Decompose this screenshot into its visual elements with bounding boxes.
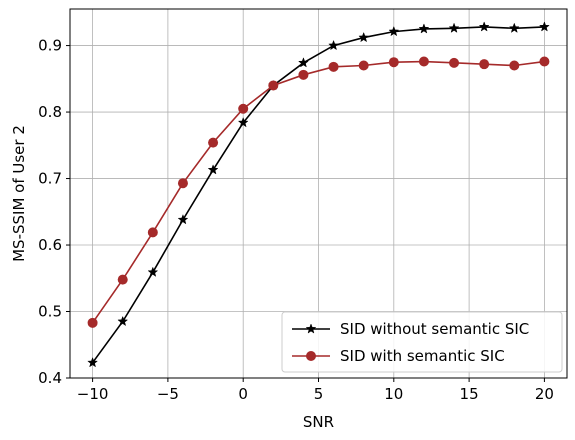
data-point [297,57,309,68]
legend-label: SID with semantic SIC [340,347,505,365]
x-tick-label: 20 [535,385,554,403]
data-point [117,315,129,327]
data-point [298,69,309,80]
data-point [538,21,550,32]
data-point [328,61,339,72]
x-tick-label: 0 [238,385,248,403]
x-tick-label: −10 [77,385,109,403]
legend-box [281,311,563,373]
data-point [177,178,188,189]
data-point [238,103,249,114]
data-point [478,21,490,32]
y-axis-label: MS-SSIM of User 2 [10,125,28,262]
data-point [449,57,460,68]
data-point [147,266,159,277]
legend: SID without semantic SIC SID with semant… [281,311,563,373]
data-point [306,351,316,361]
legend-entry: SID without semantic SIC [292,320,529,338]
axis-ticks: −10 −5 0 5 10 15 20 0.4 0.5 0.6 0.7 0.8 0.9 [38,37,554,403]
data-point [207,164,219,175]
series-layer [87,21,550,368]
data-point [358,31,370,43]
x-tick-label: 10 [384,385,403,403]
data-point [508,22,520,33]
legend-label: SID without semantic SIC [340,320,529,338]
y-tick-label: 0.8 [38,103,62,121]
data-point [539,56,550,67]
data-point [177,214,189,225]
x-tick-label: 15 [460,385,479,403]
data-point [418,56,429,67]
y-tick-label: 0.5 [38,303,62,321]
data-point [388,25,400,37]
data-point [147,227,158,238]
y-tick-label: 0.4 [38,369,62,387]
data-point [208,137,219,148]
data-point [87,317,98,328]
data-point [388,57,399,68]
data-point [237,116,249,128]
data-point [418,23,430,34]
x-axis-label: SNR [303,413,334,431]
x-tick-label: 5 [314,385,324,403]
legend-entry: SID with semantic SIC [292,347,505,365]
data-point [268,80,279,91]
data-point [305,323,317,334]
data-point [479,59,490,70]
data-point [117,274,128,285]
x-tick-label: −5 [157,385,179,403]
y-tick-label: 0.7 [38,170,62,188]
data-point [448,22,460,33]
y-tick-label: 0.6 [38,236,62,254]
series-line [91,26,545,364]
data-point [358,60,369,71]
y-tick-label: 0.9 [38,37,62,55]
data-point [87,356,99,368]
grid [70,9,567,379]
series-1 [87,56,550,328]
data-point [328,39,339,51]
data-point [509,60,520,71]
series-line [91,60,545,324]
